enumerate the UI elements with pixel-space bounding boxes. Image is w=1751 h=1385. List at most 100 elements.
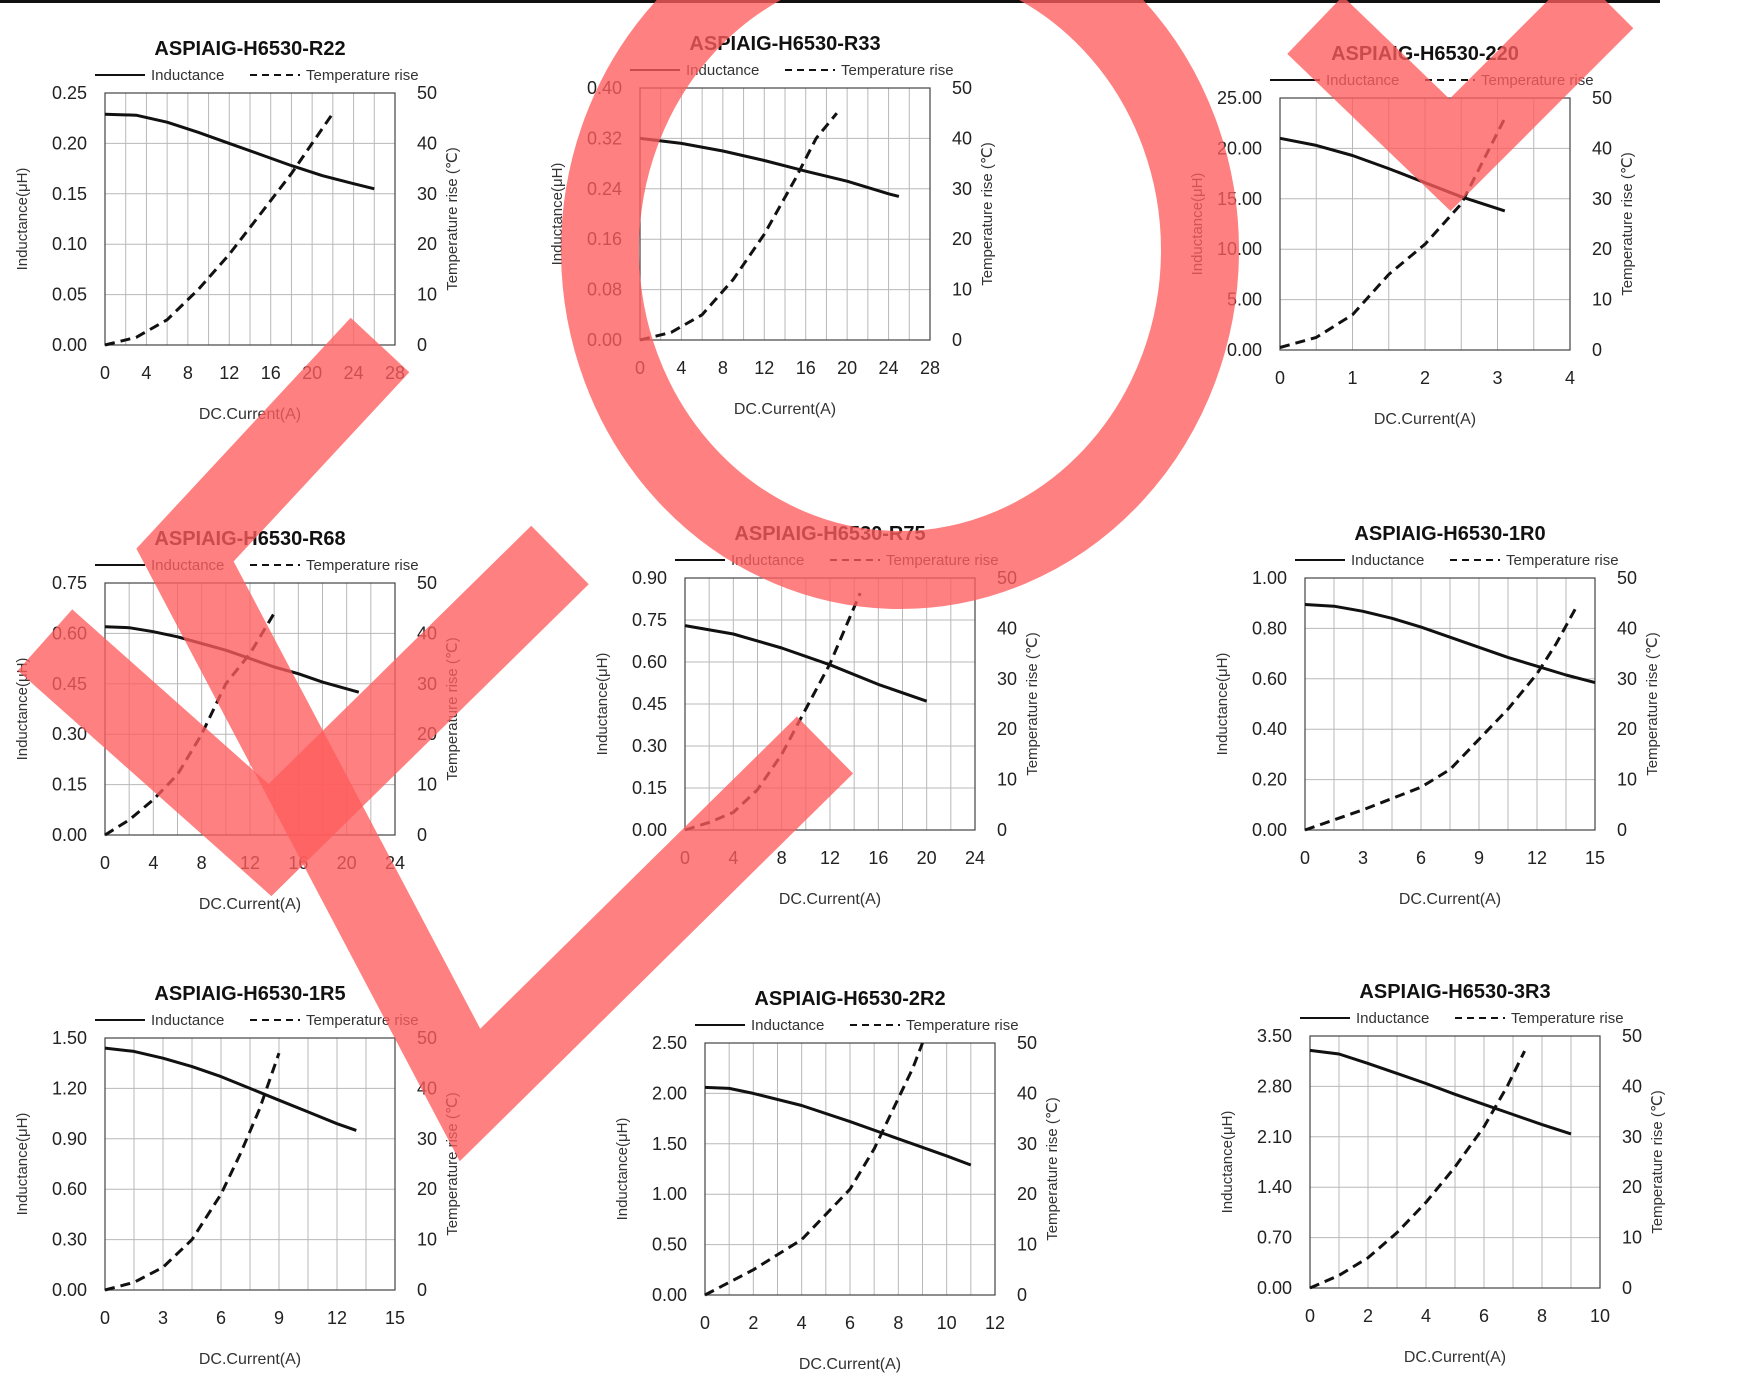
y-right-tick-label: 0 (1017, 1285, 1027, 1305)
y-right-tick-label: 30 (1017, 1134, 1037, 1154)
chart-title: ASPIAIG-H6530-R75 (734, 523, 925, 545)
y-right-tick-label: 30 (1592, 189, 1612, 209)
chart-title: ASPIAIG-H6530-3R3 (1359, 981, 1550, 1003)
x-tick-label: 0 (635, 358, 645, 378)
y-right-tick-label: 20 (997, 719, 1017, 739)
x-tick-label: 24 (385, 853, 405, 873)
y-right-axis-label: Temperature rise (℃) (444, 637, 461, 781)
y-left-tick-label: 0.20 (1252, 770, 1287, 790)
x-tick-label: 12 (327, 1308, 347, 1328)
y-right-axis-label: Temperature rise (℃) (444, 147, 461, 291)
x-axis-label: DC.Current(A) (779, 891, 881, 908)
y-right-tick-label: 50 (1622, 1026, 1642, 1046)
legend-temperature-label: Temperature rise (306, 67, 419, 84)
y-right-tick-label: 40 (997, 618, 1017, 638)
y-right-tick-label: 50 (417, 573, 437, 593)
y-left-axis-label: Inductance(μH) (14, 1113, 31, 1216)
y-right-tick-label: 40 (1617, 618, 1637, 638)
y-left-tick-label: 0.40 (587, 78, 622, 98)
y-left-tick-label: 0.25 (52, 83, 87, 103)
x-tick-label: 10 (937, 1313, 957, 1333)
y-right-tick-label: 20 (417, 1179, 437, 1199)
x-tick-label: 4 (676, 358, 686, 378)
y-right-tick-label: 0 (1617, 820, 1627, 840)
y-left-tick-label: 0.00 (1227, 340, 1262, 360)
y-right-tick-label: 10 (997, 770, 1017, 790)
y-left-tick-label: 1.20 (52, 1078, 87, 1098)
y-right-tick-label: 10 (1592, 290, 1612, 310)
y-left-tick-label: 0.00 (52, 1280, 87, 1300)
y-right-tick-label: 30 (952, 179, 972, 199)
x-tick-label: 3 (158, 1308, 168, 1328)
x-tick-label: 28 (920, 358, 940, 378)
x-tick-label: 10 (1590, 1306, 1610, 1326)
x-axis-label: DC.Current(A) (199, 406, 301, 423)
y-left-tick-label: 1.00 (1252, 568, 1287, 588)
y-left-tick-label: 25.00 (1217, 88, 1262, 108)
x-axis-label: DC.Current(A) (1404, 1349, 1506, 1366)
y-left-axis-label: Inductance(μH) (614, 1118, 631, 1221)
y-right-tick-label: 40 (1017, 1083, 1037, 1103)
y-right-tick-label: 0 (417, 825, 427, 845)
y-left-tick-label: 2.50 (652, 1033, 687, 1053)
x-tick-label: 2 (1363, 1306, 1373, 1326)
y-left-tick-label: 0.50 (652, 1235, 687, 1255)
y-left-tick-label: 0.15 (632, 778, 667, 798)
y-left-tick-label: 3.50 (1257, 1026, 1292, 1046)
y-left-tick-label: 0.00 (1257, 1278, 1292, 1298)
x-tick-label: 0 (100, 1308, 110, 1328)
x-tick-label: 2 (748, 1313, 758, 1333)
y-left-tick-label: 1.50 (52, 1028, 87, 1048)
x-axis-label: DC.Current(A) (1399, 891, 1501, 908)
y-left-tick-label: 0.00 (1252, 820, 1287, 840)
y-left-tick-label: 0.70 (1257, 1228, 1292, 1248)
x-tick-label: 12 (754, 358, 774, 378)
y-right-tick-label: 40 (952, 128, 972, 148)
y-right-tick-label: 10 (417, 775, 437, 795)
y-left-tick-label: 0.90 (52, 1129, 87, 1149)
y-left-tick-label: 2.00 (652, 1083, 687, 1103)
legend-temperature-label: Temperature rise (306, 1012, 419, 1029)
legend-temperature-label: Temperature rise (1481, 72, 1594, 89)
y-right-tick-label: 40 (1592, 138, 1612, 158)
x-tick-label: 2 (1420, 368, 1430, 388)
x-tick-label: 1 (1347, 368, 1357, 388)
y-left-tick-label: 0.15 (52, 184, 87, 204)
legend-temperature-label: Temperature rise (1506, 552, 1619, 569)
x-tick-label: 6 (845, 1313, 855, 1333)
x-tick-label: 12 (240, 853, 260, 873)
legend-inductance-label: Inductance (1356, 1010, 1429, 1027)
legend-inductance-label: Inductance (686, 62, 759, 79)
y-right-tick-label: 30 (1617, 669, 1637, 689)
y-left-tick-label: 0.00 (52, 825, 87, 845)
legend-inductance-label: Inductance (1326, 72, 1399, 89)
y-left-tick-label: 2.80 (1257, 1076, 1292, 1096)
x-tick-label: 8 (1537, 1306, 1547, 1326)
x-tick-label: 15 (1585, 848, 1605, 868)
chart-title: ASPIAIG-H6530-2R2 (754, 988, 945, 1010)
y-right-axis-label: Temperature rise (℃) (1644, 632, 1661, 776)
x-tick-label: 6 (1479, 1306, 1489, 1326)
y-left-tick-label: 0.75 (632, 610, 667, 630)
x-axis-label: DC.Current(A) (199, 896, 301, 913)
y-left-tick-label: 0.00 (652, 1285, 687, 1305)
x-tick-label: 4 (1421, 1306, 1431, 1326)
x-tick-label: 0 (1275, 368, 1285, 388)
y-right-tick-label: 30 (417, 184, 437, 204)
y-left-tick-label: 5.00 (1227, 290, 1262, 310)
x-tick-label: 3 (1492, 368, 1502, 388)
x-tick-label: 3 (1358, 848, 1368, 868)
x-tick-label: 20 (837, 358, 857, 378)
x-tick-label: 6 (1416, 848, 1426, 868)
x-tick-label: 15 (385, 1308, 405, 1328)
x-tick-label: 0 (100, 853, 110, 873)
y-left-tick-label: 0.32 (587, 128, 622, 148)
x-tick-label: 8 (777, 848, 787, 868)
